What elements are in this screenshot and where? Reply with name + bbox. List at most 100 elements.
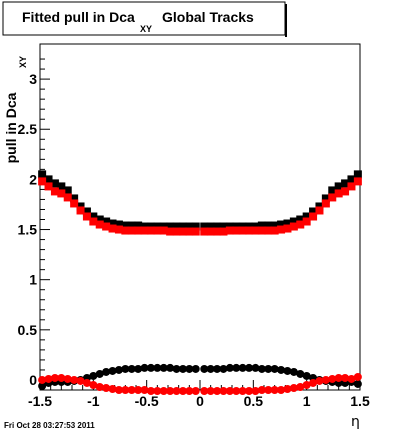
data-point	[57, 182, 66, 191]
data-point	[302, 212, 311, 221]
data-point	[321, 199, 330, 208]
svg-text:pull in Dca: pull in Dca	[3, 92, 19, 163]
data-point	[289, 217, 298, 226]
data-point	[172, 227, 181, 236]
data-point	[57, 189, 66, 198]
data-point	[321, 375, 330, 384]
data-point	[347, 374, 356, 383]
x-tick-label: 1	[303, 393, 311, 409]
data-point	[44, 182, 53, 191]
data-point	[315, 206, 324, 215]
data-point	[166, 387, 175, 396]
data-point	[200, 387, 209, 396]
series-0	[38, 170, 362, 231]
data-point	[334, 189, 343, 198]
data-point	[191, 364, 200, 373]
data-point	[82, 378, 91, 387]
x-tick-label: 1.5	[350, 393, 370, 409]
data-point	[347, 175, 356, 184]
data-point	[353, 372, 362, 381]
x-axis-label: η	[351, 414, 360, 430]
series-3	[38, 372, 362, 396]
data-point	[82, 212, 91, 221]
data-point	[200, 227, 209, 236]
data-point	[114, 225, 123, 234]
data-point	[347, 182, 356, 191]
data-point	[38, 177, 47, 186]
data-point	[166, 227, 175, 236]
data-point	[159, 226, 168, 235]
data-point	[289, 222, 298, 231]
data-point	[277, 220, 286, 229]
data-point	[296, 382, 305, 391]
y-tick-label: 3	[29, 71, 37, 87]
data-point	[89, 217, 98, 226]
y-tick-label: 0	[29, 372, 37, 388]
data-point	[114, 386, 123, 394]
data-point	[277, 365, 286, 374]
data-point	[238, 222, 247, 231]
data-point	[232, 226, 241, 235]
data-point	[270, 364, 279, 373]
data-point	[245, 387, 254, 396]
data-point	[127, 226, 136, 235]
data-point	[225, 387, 234, 396]
data-point	[159, 222, 168, 231]
data-point	[219, 364, 228, 373]
data-point	[238, 387, 247, 396]
data-point	[185, 364, 194, 373]
data-point	[102, 383, 111, 392]
title-box	[2, 1, 286, 36]
data-point	[114, 220, 123, 229]
data-point	[178, 387, 187, 396]
data-point	[191, 222, 200, 231]
data-point	[213, 387, 222, 396]
data-point	[232, 387, 241, 396]
data-point	[172, 364, 181, 373]
data-point	[127, 364, 136, 373]
data-point	[334, 182, 343, 191]
data-point	[225, 363, 234, 372]
data-point	[283, 384, 292, 393]
data-point	[251, 363, 260, 372]
data-point	[134, 364, 143, 373]
data-point	[146, 226, 155, 235]
data-point	[264, 364, 273, 373]
data-point	[283, 219, 292, 228]
y-tick-label: 1.5	[18, 222, 38, 238]
data-point	[296, 369, 305, 378]
data-point	[289, 383, 298, 392]
data-point	[206, 227, 215, 236]
data-point	[70, 375, 79, 384]
data-point	[146, 363, 155, 372]
data-point	[232, 222, 241, 231]
data-point	[146, 387, 155, 396]
data-point	[309, 207, 318, 216]
y-axis-label: pull in Dca XY	[3, 56, 28, 163]
data-point	[270, 386, 279, 394]
data-point	[232, 363, 241, 372]
chart-title: Fitted pull in Dca	[22, 9, 135, 25]
svg-text:XY: XY	[18, 56, 28, 68]
data-point	[257, 226, 266, 235]
data-point	[102, 217, 111, 226]
ticks-layer: -1.5 -1 -0.5 0 0.5 1 1.5 0 0.5 1 1.5 2 2.5 3	[18, 58, 370, 409]
data-point	[185, 387, 194, 396]
data-point	[341, 179, 350, 188]
data-point	[63, 186, 72, 195]
x-tick-label: 0.5	[244, 393, 264, 409]
data-point	[140, 222, 149, 231]
x-tick-label: 0	[196, 393, 204, 409]
data-point	[50, 373, 59, 382]
data-point	[315, 202, 324, 211]
series-1	[38, 177, 362, 236]
data-point	[95, 369, 104, 378]
data-point	[185, 227, 194, 236]
data-point	[191, 227, 200, 236]
data-point	[140, 363, 149, 372]
data-point	[153, 222, 162, 231]
data-point	[264, 221, 273, 230]
data-point	[219, 222, 228, 231]
